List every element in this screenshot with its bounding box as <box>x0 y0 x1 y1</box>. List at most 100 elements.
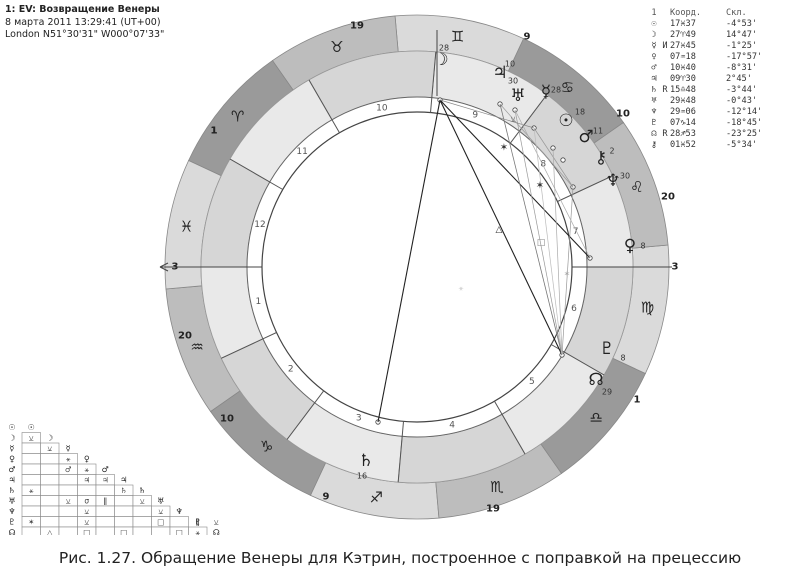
coord-value: 27♈49 <box>670 30 696 40</box>
house-number: 2 <box>288 364 294 374</box>
positions-row: ⚷ 01♓52 -5°34' <box>648 140 762 151</box>
aspect-grid-symbol: △ <box>47 528 53 535</box>
aspect-grid-diagonal-glyph: ☽ <box>46 433 53 442</box>
aspect-grid-cell <box>77 484 97 496</box>
venus-degree: 8 <box>640 242 645 251</box>
jupiter-degree: 10 <box>505 60 515 69</box>
sun-glyph: ☉ <box>558 111 573 131</box>
cusp-degree: 19 <box>486 504 500 515</box>
positions-index: 1 <box>651 8 657 18</box>
positions-row: ☿ И 27♓45 -1°25' <box>648 41 762 52</box>
aspect-line <box>514 109 591 259</box>
aspect-grid-symbol: σ <box>84 496 89 505</box>
aspect-glyph-trine: △ <box>496 225 503 235</box>
mercury-glyph: ☿ <box>541 82 551 102</box>
zodiac-sign-glyph: ♐ <box>370 488 383 506</box>
zodiac-sign-glyph: ♑ <box>260 437 273 455</box>
aspect-grid-cell <box>21 442 41 454</box>
retro-flag <box>660 30 670 41</box>
aspect-grid-cell <box>58 526 78 535</box>
aspect-line <box>439 99 535 129</box>
positions-table: 1 Коорд. Скл. ☉ 17♓37 -4°53' ☽ 27♈49 14°47' ☿ И… <box>648 8 762 151</box>
coord-value: 15♎48 <box>670 85 696 95</box>
house-cusp <box>494 400 526 455</box>
aspect-grid-cell <box>132 516 152 528</box>
mars-glyph: ♂ <box>578 127 593 147</box>
aspect-grid-row-glyph: ☽ <box>8 433 15 442</box>
aspect-grid-symbol: ♃ <box>83 475 90 484</box>
aspect-grid-diagonal-glyph: ♅ <box>157 496 164 505</box>
aspect-grid: ☉ ☉☽ ☽☿ ☿♀ ♀♂ ♂♃ ♃♄ ♄♅ ♅♆ ♆♇ ♇☊ ☊⚺⚺⚹⚹♂♃♃⚹ ♄⚺ σ ǁ ⚺⚺ ⚺✶ ⚺ □… <box>8 423 220 535</box>
aspect-line <box>552 147 563 356</box>
house-cusp <box>229 158 284 190</box>
aspect-grid-cell <box>114 505 134 517</box>
decl-value: -8°31' <box>726 63 758 73</box>
planet-glyph: ☉ <box>651 19 657 29</box>
positions-row: ♅ 29♓48 -0°43' <box>648 96 762 107</box>
coord-value: 09♈30 <box>670 74 696 84</box>
planet-glyph: ♀ <box>651 52 657 62</box>
zodiac-sign-glyph: ♒ <box>190 338 203 356</box>
chart-title: 1: EV: Возвращение Венеры <box>5 4 160 15</box>
aspect-grid-row-glyph: ☉ <box>8 423 15 432</box>
planet-glyph: ♇ <box>651 118 657 128</box>
positions-row: ☊ R 28♐53 -23°25' <box>648 129 762 140</box>
aspect-line <box>561 186 574 356</box>
aspect-glyph-square: □ <box>537 238 546 248</box>
decl-value: -12°14' <box>726 107 763 117</box>
retro-flag <box>660 19 670 30</box>
aspect-line <box>499 103 563 356</box>
aspect-line <box>439 99 563 356</box>
aspect-grid-cell <box>95 526 115 535</box>
coord-value: 27♓45 <box>670 41 696 51</box>
cusp-degree: 9 <box>323 492 330 503</box>
coord-value: 29♓48 <box>670 96 696 106</box>
node-glyph: ☊ <box>588 370 603 390</box>
aspect-grid-symbol: ⚺ <box>214 517 219 526</box>
coord-value: 10♓40 <box>670 63 696 73</box>
aspect-grid-symbol: ♂ <box>65 465 72 474</box>
house-number: 5 <box>529 377 535 387</box>
aspect-grid-diagonal-glyph: ♂ <box>102 465 109 474</box>
decl-value: -23°25' <box>726 129 763 139</box>
house-number: 6 <box>571 304 577 314</box>
aspect-grid-cell <box>114 495 134 507</box>
aspect-grid-cell <box>95 505 115 517</box>
positions-row: ♀ 07♒18 -17°57' <box>648 52 762 63</box>
cusp-degree: 1 <box>634 395 641 406</box>
aspect-grid-cell <box>58 516 78 528</box>
positions-row: ♃ 09♈30 2°45' <box>648 74 762 85</box>
jupiter-glyph: ♃ <box>492 63 507 83</box>
aspect-grid-symbol: ⚺ <box>84 507 89 516</box>
house-cusp <box>509 94 548 144</box>
house-cusp <box>308 79 340 134</box>
chart-header: 1: EV: Возвращение Венеры 8 марта 2011 1… <box>5 4 164 42</box>
aspect-grid-row-glyph: ♇ <box>8 517 15 526</box>
aspect-grid-cell <box>188 526 208 535</box>
aspect-line <box>377 99 441 423</box>
aspect-grid-diagonal-glyph: ☊ <box>213 528 220 535</box>
aspect-grid-cell <box>40 474 60 486</box>
moon-glyph: ☽ <box>433 50 448 70</box>
aspect-grid-row-glyph: ♅ <box>8 496 15 505</box>
figure-caption: Рис. 1.27. Обращение Венеры для Кэтрин, … <box>58 549 742 567</box>
house-number: 3 <box>356 414 362 424</box>
moon-degree: 28 <box>439 44 449 53</box>
aspect-grid-cell <box>40 484 60 496</box>
aspect-grid-symbol: ⚺ <box>47 444 52 453</box>
chiron-degree: 2 <box>609 147 614 156</box>
aspect-glyph-sextile: ✶ <box>564 270 571 279</box>
pluto-degree: 8 <box>620 354 625 363</box>
aspect-grid-cell <box>21 453 41 465</box>
retro-flag: R <box>662 129 668 139</box>
aspect-grid-symbol: ♃ <box>102 475 109 484</box>
aspect-grid-symbol: ǁ <box>196 517 200 526</box>
aspect-grid-symbol: □ <box>120 528 127 535</box>
chart-location: London N51°30'31" W000°07'33" <box>5 29 165 40</box>
aspect-grid-cell <box>40 453 60 465</box>
aspect-grid-diagonal-glyph: ♆ <box>176 507 183 516</box>
aspect-grid-cell <box>40 516 60 528</box>
natal-wheel: ♌♋♊♉♈♓♒♑♐♏♎♍1234567891011121201091913201… <box>159 14 679 520</box>
coord-value: 17♓37 <box>670 19 696 29</box>
aspect-grid-diagonal-glyph: ♀ <box>84 454 90 463</box>
